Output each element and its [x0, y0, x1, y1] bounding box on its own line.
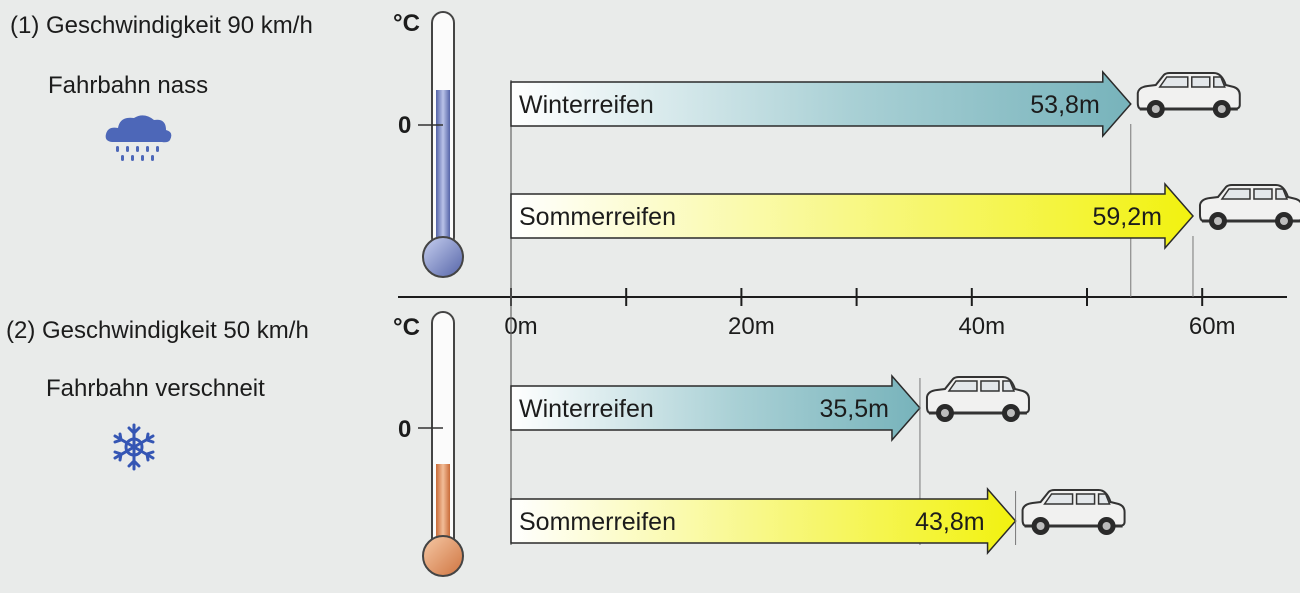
car-icon: [1198, 183, 1300, 232]
bar-value-label: 43,8m: [915, 508, 984, 536]
bar-label: Sommerreifen: [519, 203, 676, 231]
bar-label: Winterreifen: [519, 395, 654, 423]
thermometer-1-zero: 0: [398, 112, 412, 139]
thermometer-fill: [436, 464, 450, 554]
scenario-1-heading: (1) Geschwindigkeit 90 km/h: [10, 12, 313, 39]
car-icon: [1136, 71, 1242, 120]
rain-cloud-icon: [105, 115, 172, 161]
bar-value-label: 53,8m: [1030, 91, 1099, 119]
snowflake-icon: [113, 423, 155, 471]
bar-winterreifen: [510, 70, 1132, 138]
thermometer-1-unit: °C: [393, 10, 420, 37]
thermometer-2-zero: 0: [398, 416, 412, 443]
thermometer-fill: [436, 90, 450, 260]
bar-value-label: 35,5m: [819, 395, 888, 423]
bar-sommerreifen: [510, 182, 1194, 250]
x-tick-label: 40m: [958, 313, 1005, 340]
bar-sommerreifen: [510, 487, 1017, 555]
scenario-2-heading: (2) Geschwindigkeit 50 km/h: [6, 317, 309, 344]
bars: Winterreifen 53,8m Sommerreifen 59,2m Winter…: [510, 70, 1300, 555]
x-tick-label: 0m: [504, 313, 537, 340]
bar-winterreifen: [510, 374, 921, 442]
x-tick-label: 20m: [728, 313, 775, 340]
x-tick-label: 60m: [1189, 313, 1236, 340]
bar-label: Sommerreifen: [519, 508, 676, 536]
thermometer-2-unit: °C: [393, 314, 420, 341]
scenario-2-road: Fahrbahn verschneit: [46, 375, 265, 402]
bar-value-label: 59,2m: [1092, 203, 1161, 231]
thermometer-50kmh: [418, 311, 464, 577]
car-icon: [1021, 488, 1127, 537]
thermometer-90kmh: [418, 11, 464, 278]
car-icon: [925, 375, 1031, 424]
bar-label: Winterreifen: [519, 91, 654, 119]
distance-axis: 0m 20m 40m 60m: [398, 80, 1287, 545]
scenario-1-road: Fahrbahn nass: [48, 72, 209, 99]
